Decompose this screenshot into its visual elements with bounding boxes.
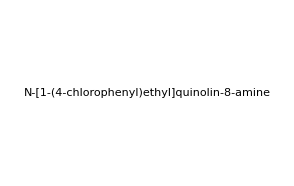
Text: N-[1-(4-chlorophenyl)ethyl]quinolin-8-amine: N-[1-(4-chlorophenyl)ethyl]quinolin-8-am… — [24, 88, 270, 98]
